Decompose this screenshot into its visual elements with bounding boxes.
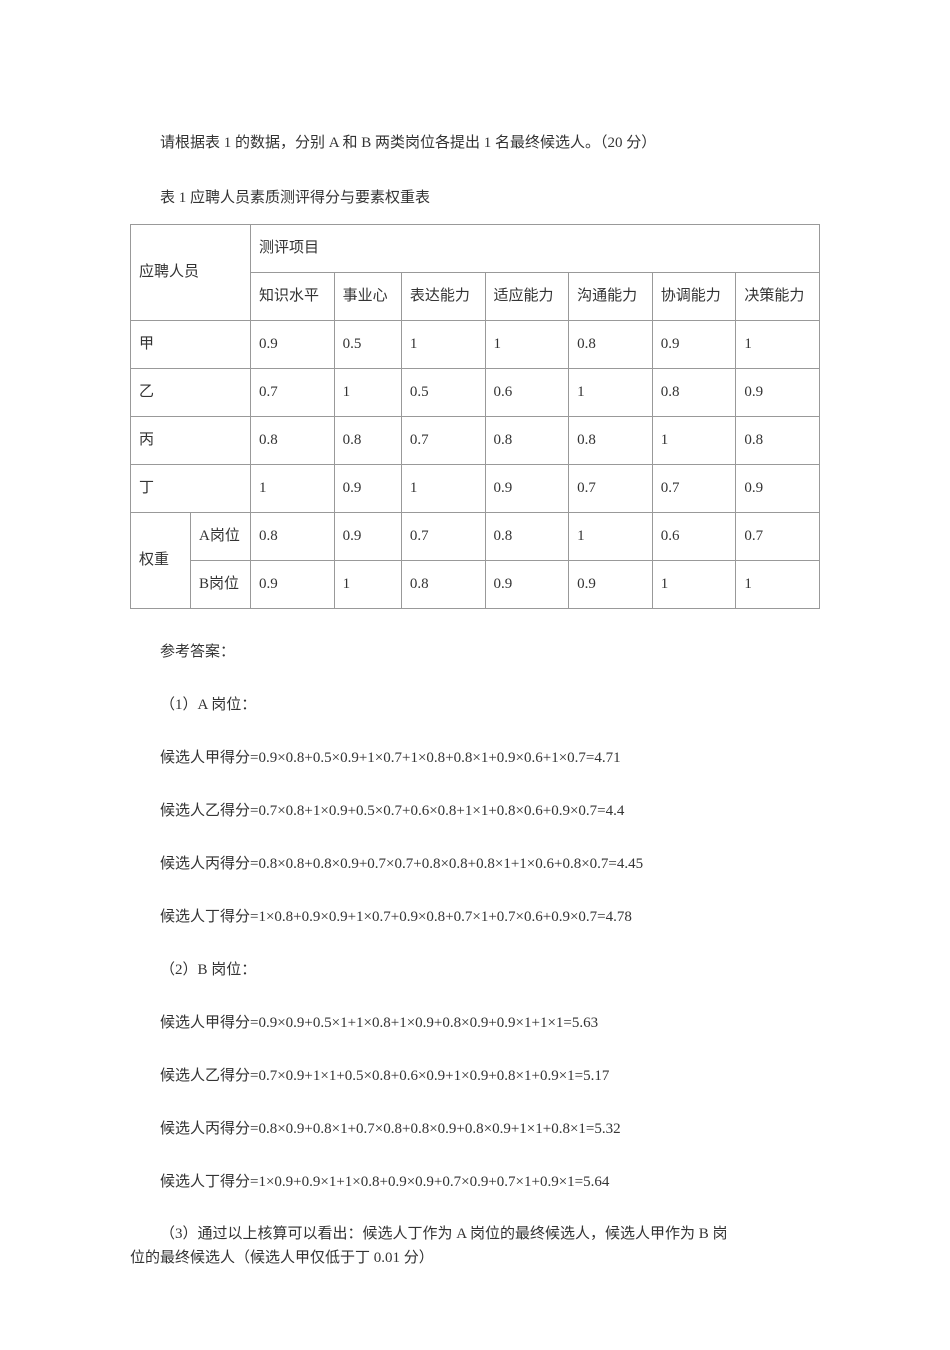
candidate-name: 乙 [131, 369, 251, 417]
score-cell: 0.9 [485, 465, 569, 513]
intro-text: 请根据表 1 的数据，分别 A 和 B 两类岗位各提出 1 名最终候选人。（20… [130, 130, 820, 157]
score-cell: 0.8 [736, 417, 820, 465]
score-cell: 1 [485, 321, 569, 369]
weight-cell: 0.6 [652, 513, 736, 561]
col-header: 知识水平 [251, 273, 335, 321]
score-cell: 0.7 [251, 369, 335, 417]
score-cell: 0.7 [401, 417, 485, 465]
weight-cell: 0.9 [485, 561, 569, 609]
weight-cell: 1 [736, 561, 820, 609]
candidate-name: 丁 [131, 465, 251, 513]
score-cell: 0.9 [334, 465, 401, 513]
score-cell: 0.5 [334, 321, 401, 369]
score-cell: 0.9 [736, 465, 820, 513]
col-header: 协调能力 [652, 273, 736, 321]
table-row: 甲 0.9 0.5 1 1 0.8 0.9 1 [131, 321, 820, 369]
formula-text: 候选人甲得分=0.9×0.9+0.5×1+1×0.8+1×0.9+0.8×0.9… [130, 1010, 820, 1037]
conclusion-text: 位的最终候选人（候选人甲仅低于丁 0.01 分） [130, 1246, 820, 1270]
score-cell: 0.9 [251, 321, 335, 369]
col-header: 事业心 [334, 273, 401, 321]
weight-row-label: A岗位 [191, 513, 251, 561]
formula-text: 候选人丙得分=0.8×0.8+0.8×0.9+0.7×0.7+0.8×0.8+0… [130, 851, 820, 878]
header-criteria: 测评项目 [251, 225, 820, 273]
weight-row-label: B岗位 [191, 561, 251, 609]
table-row: 丁 1 0.9 1 0.9 0.7 0.7 0.9 [131, 465, 820, 513]
weight-cell: 0.7 [401, 513, 485, 561]
conclusion-text: （3）通过以上核算可以看出：候选人丁作为 A 岗位的最终候选人，候选人甲作为 B… [130, 1222, 820, 1246]
weight-cell: 0.7 [736, 513, 820, 561]
score-table: 应聘人员 测评项目 知识水平 事业心 表达能力 适应能力 沟通能力 协调能力 决… [130, 224, 820, 609]
weight-cell: 1 [569, 513, 653, 561]
score-cell: 0.8 [569, 417, 653, 465]
col-header: 沟通能力 [569, 273, 653, 321]
score-cell: 0.8 [569, 321, 653, 369]
col-header: 适应能力 [485, 273, 569, 321]
score-cell: 1 [569, 369, 653, 417]
weight-cell: 0.9 [334, 513, 401, 561]
table-row: 权重 A岗位 0.8 0.9 0.7 0.8 1 0.6 0.7 [131, 513, 820, 561]
score-cell: 1 [736, 321, 820, 369]
formula-text: 候选人乙得分=0.7×0.9+1×1+0.5×0.8+0.6×0.9+1×0.9… [130, 1063, 820, 1090]
section-a-label: （1）A 岗位： [130, 692, 820, 719]
score-cell: 0.6 [485, 369, 569, 417]
score-cell: 0.7 [569, 465, 653, 513]
score-cell: 0.7 [652, 465, 736, 513]
score-cell: 1 [334, 369, 401, 417]
candidate-name: 丙 [131, 417, 251, 465]
header-candidates: 应聘人员 [131, 225, 251, 321]
col-header: 决策能力 [736, 273, 820, 321]
weight-cell: 0.9 [569, 561, 653, 609]
weight-cell: 1 [652, 561, 736, 609]
score-cell: 0.8 [485, 417, 569, 465]
table-header-row-1: 应聘人员 测评项目 [131, 225, 820, 273]
weight-cell: 0.9 [251, 561, 335, 609]
score-cell: 1 [401, 321, 485, 369]
score-cell: 0.8 [334, 417, 401, 465]
score-cell: 1 [251, 465, 335, 513]
weight-cell: 1 [334, 561, 401, 609]
weight-cell: 0.8 [485, 513, 569, 561]
formula-text: 候选人丙得分=0.8×0.9+0.8×1+0.7×0.8+0.8×0.9+0.8… [130, 1116, 820, 1143]
table-row: 丙 0.8 0.8 0.7 0.8 0.8 1 0.8 [131, 417, 820, 465]
formula-text: 候选人甲得分=0.9×0.8+0.5×0.9+1×0.7+1×0.8+0.8×1… [130, 745, 820, 772]
weight-cell: 0.8 [401, 561, 485, 609]
score-cell: 1 [652, 417, 736, 465]
section-b-label: （2）B 岗位： [130, 957, 820, 984]
table-caption: 表 1 应聘人员素质测评得分与要素权重表 [130, 185, 820, 212]
candidate-name: 甲 [131, 321, 251, 369]
table-row: 乙 0.7 1 0.5 0.6 1 0.8 0.9 [131, 369, 820, 417]
score-cell: 1 [401, 465, 485, 513]
formula-text: 候选人丁得分=1×0.9+0.9×1+1×0.8+0.9×0.9+0.7×0.9… [130, 1169, 820, 1196]
table-row: B岗位 0.9 1 0.8 0.9 0.9 1 1 [131, 561, 820, 609]
score-cell: 0.8 [652, 369, 736, 417]
weight-cell: 0.8 [251, 513, 335, 561]
formula-text: 候选人丁得分=1×0.8+0.9×0.9+1×0.7+0.9×0.8+0.7×1… [130, 904, 820, 931]
score-cell: 0.9 [736, 369, 820, 417]
score-cell: 0.9 [652, 321, 736, 369]
score-cell: 0.5 [401, 369, 485, 417]
answer-label: 参考答案： [130, 639, 820, 666]
weight-label: 权重 [131, 513, 191, 609]
score-cell: 0.8 [251, 417, 335, 465]
formula-text: 候选人乙得分=0.7×0.8+1×0.9+0.5×0.7+0.6×0.8+1×1… [130, 798, 820, 825]
col-header: 表达能力 [401, 273, 485, 321]
